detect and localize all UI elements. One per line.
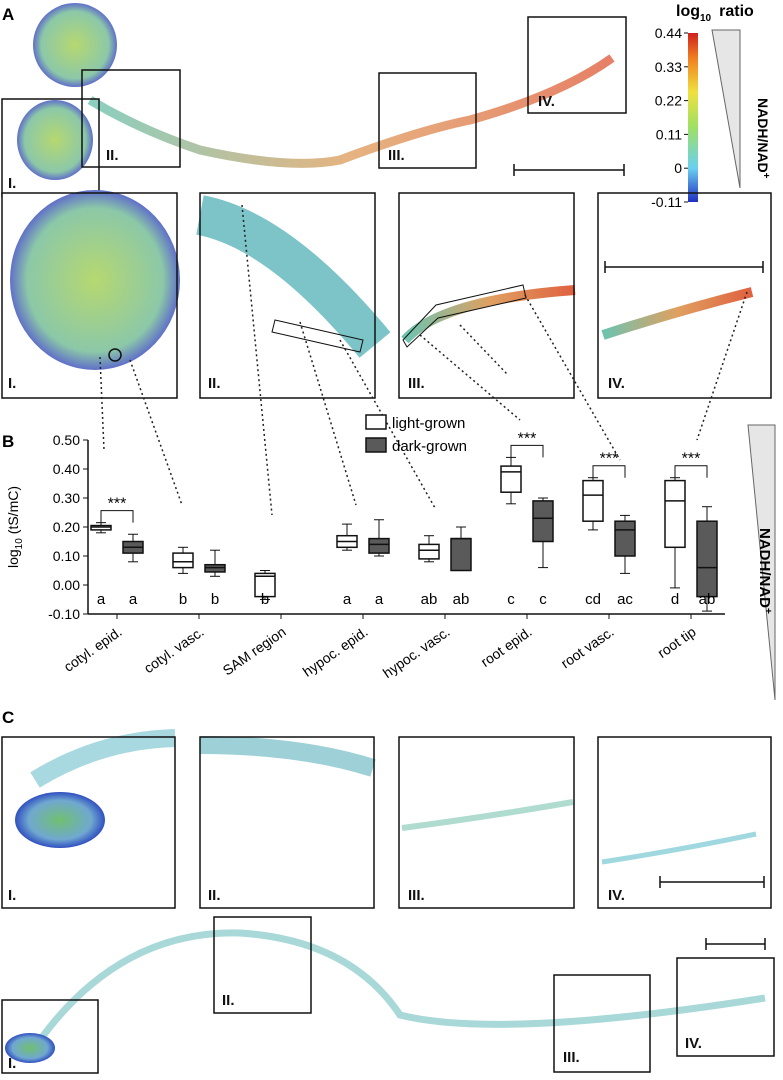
roi-box: [527, 16, 627, 114]
roi-label: III.: [388, 147, 405, 164]
group-letter: b: [261, 591, 269, 608]
roi-label: III.: [563, 1049, 580, 1066]
y-tick-label: 0.20: [53, 519, 80, 535]
x-tick-label: cotyl. vasc.: [141, 623, 207, 676]
roi-label: I.: [8, 175, 16, 192]
roi-label: II.: [208, 375, 221, 392]
x-tick-label: SAM region: [220, 623, 289, 678]
y-tick-label: 0.00: [53, 577, 80, 593]
significance-label: ***: [682, 451, 701, 468]
significance-bracket: [510, 444, 544, 458]
group-letter: a: [343, 591, 352, 608]
colorbar-title: log10 ratio: [676, 3, 754, 24]
group-letter: a: [375, 591, 384, 608]
colorbar-tick-label: 0.11: [656, 126, 682, 142]
roi-label: II.: [208, 887, 221, 904]
legend-label: dark-grown: [392, 438, 467, 455]
roi-label: IV.: [685, 1035, 702, 1052]
gradient-label: NADH/NAD+: [756, 528, 773, 614]
roi-label: IV.: [608, 887, 625, 904]
significance-label: ***: [600, 451, 619, 468]
panel-a: A I. II. III. IV.: [1, 3, 627, 197]
y-axis-label: log10(tS/mC): [5, 486, 25, 568]
x-tick-label: root epid.: [478, 623, 535, 670]
legend-label: light-grown: [392, 415, 465, 432]
significance-bracket: [592, 465, 626, 478]
group-letter: ac: [617, 591, 633, 608]
roi-label: II.: [106, 147, 119, 164]
colorbar-tick-label: 0: [674, 160, 682, 176]
x-tick-label: cotyl. epid.: [61, 623, 125, 675]
panel-c: C I. II. III. IV. I. II. III. IV.: [1, 708, 775, 1074]
panel-label: A: [2, 5, 14, 24]
x-tick-label: hypoc. vasc.: [380, 623, 453, 681]
panel-label: B: [2, 432, 14, 451]
panel-label: C: [2, 708, 14, 727]
group-letter: a: [129, 591, 138, 608]
box: [532, 500, 554, 543]
box-plot: B log10(tS/mC) NADH/NAD+ -0.10 0.00 0.10 0.…: [2, 414, 776, 701]
x-tick-label: root tip: [654, 623, 698, 661]
significance-bracket: [674, 465, 708, 478]
roi-label: II.: [222, 992, 235, 1009]
group-letter: ab: [699, 591, 716, 608]
roi-label: I.: [8, 1055, 16, 1072]
roi-label: I.: [8, 887, 16, 904]
group-letter: c: [539, 591, 547, 608]
y-tick-label: 0.30: [53, 490, 80, 506]
roi-box: [81, 69, 181, 168]
significance-label: ***: [108, 496, 127, 513]
group-letter: b: [179, 591, 187, 608]
significance-label: ***: [518, 430, 537, 447]
zoom-row-a: I. II. III. IV.: [1, 190, 772, 516]
group-letter: cd: [585, 591, 601, 608]
box: [368, 537, 390, 554]
group-letter: ab: [453, 591, 470, 608]
significance-bracket: [100, 510, 134, 523]
scale-bar: [513, 164, 625, 176]
legend-swatch: [365, 414, 387, 430]
box: [696, 520, 718, 598]
y-tick-label: -0.10: [48, 606, 80, 622]
colorbar-tick-label: 0.44: [655, 25, 682, 41]
colorbar-tick-label: 0.22: [655, 93, 682, 109]
colorbar: log10 ratio NADH/NAD+ 0.44 0.33 0.22 0.11 0 -0…: [651, 3, 771, 210]
x-tick-label: root vasc.: [558, 623, 617, 671]
roi-label: IV.: [538, 93, 555, 110]
group-letter: ab: [421, 591, 438, 608]
colorbar-tick-label: -0.11: [651, 194, 682, 210]
colorbar-label: NADH/NAD+: [755, 98, 771, 179]
box: [664, 479, 686, 549]
roi-label: I.: [8, 375, 16, 392]
legend-swatch: [365, 437, 387, 453]
group-letter: a: [97, 591, 106, 608]
roi-label: IV.: [608, 375, 625, 392]
colorbar-tick-label: 0.33: [655, 59, 682, 75]
x-tick-label: hypoc. epid.: [300, 623, 371, 679]
box: [500, 465, 522, 493]
y-tick-label: 0.50: [53, 432, 80, 448]
roi-box: [378, 72, 477, 169]
roi-label: III.: [408, 375, 425, 392]
box: [582, 479, 604, 522]
box: [418, 543, 440, 560]
box: [450, 537, 472, 572]
roi-label: III.: [408, 887, 425, 904]
box: [614, 520, 636, 557]
y-tick-label: 0.40: [53, 461, 80, 477]
group-letter: d: [671, 591, 679, 608]
group-letter: c: [507, 591, 515, 608]
box: [254, 572, 276, 598]
y-tick-label: 0.10: [53, 548, 80, 564]
group-letter: b: [211, 591, 219, 608]
box: [172, 552, 194, 569]
